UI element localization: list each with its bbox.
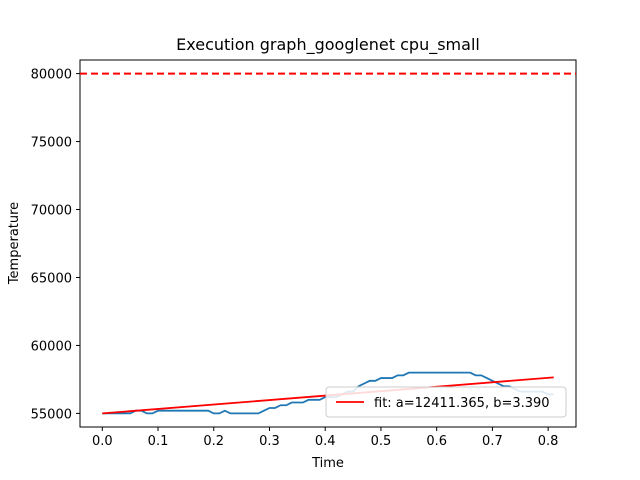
x-tick-label: 0.0 xyxy=(92,434,113,449)
legend-fit-label: fit: a=12411.365, b=3.390 xyxy=(374,396,550,411)
data-layer xyxy=(80,72,576,415)
x-tick-label: 0.4 xyxy=(315,434,336,449)
chart-title: Execution graph_googlenet cpu_small xyxy=(176,35,480,55)
y-tick-label: 60000 xyxy=(31,339,72,354)
x-tick-label: 0.5 xyxy=(371,434,392,449)
x-tick-label: 0.2 xyxy=(203,434,224,449)
y-tick-label: 65000 xyxy=(31,271,72,286)
legend-box xyxy=(325,386,567,418)
x-tick-label: 0.6 xyxy=(426,434,447,449)
legend: fit: a=12411.365, b=3.390 xyxy=(325,386,567,418)
x-tick-label: 0.7 xyxy=(482,434,503,449)
x-tick-label: 0.3 xyxy=(259,434,280,449)
y-tick-label: 75000 xyxy=(31,136,72,151)
y-axis-label: Temperature xyxy=(7,202,22,285)
y-tick-label: 80000 xyxy=(31,68,72,83)
axes-layer: 0.0 0.1 0.2 0.3 0.4 0.5 0.6 0.7 0.8 55000 60000 650… xyxy=(31,59,577,449)
x-tick-label: 0.1 xyxy=(148,434,169,449)
x-axis-label: Time xyxy=(311,456,344,471)
x-tick-label: 0.8 xyxy=(538,434,559,449)
plot-frame xyxy=(79,59,577,428)
y-tick-label: 55000 xyxy=(31,407,72,422)
y-tick-label: 70000 xyxy=(31,204,72,219)
